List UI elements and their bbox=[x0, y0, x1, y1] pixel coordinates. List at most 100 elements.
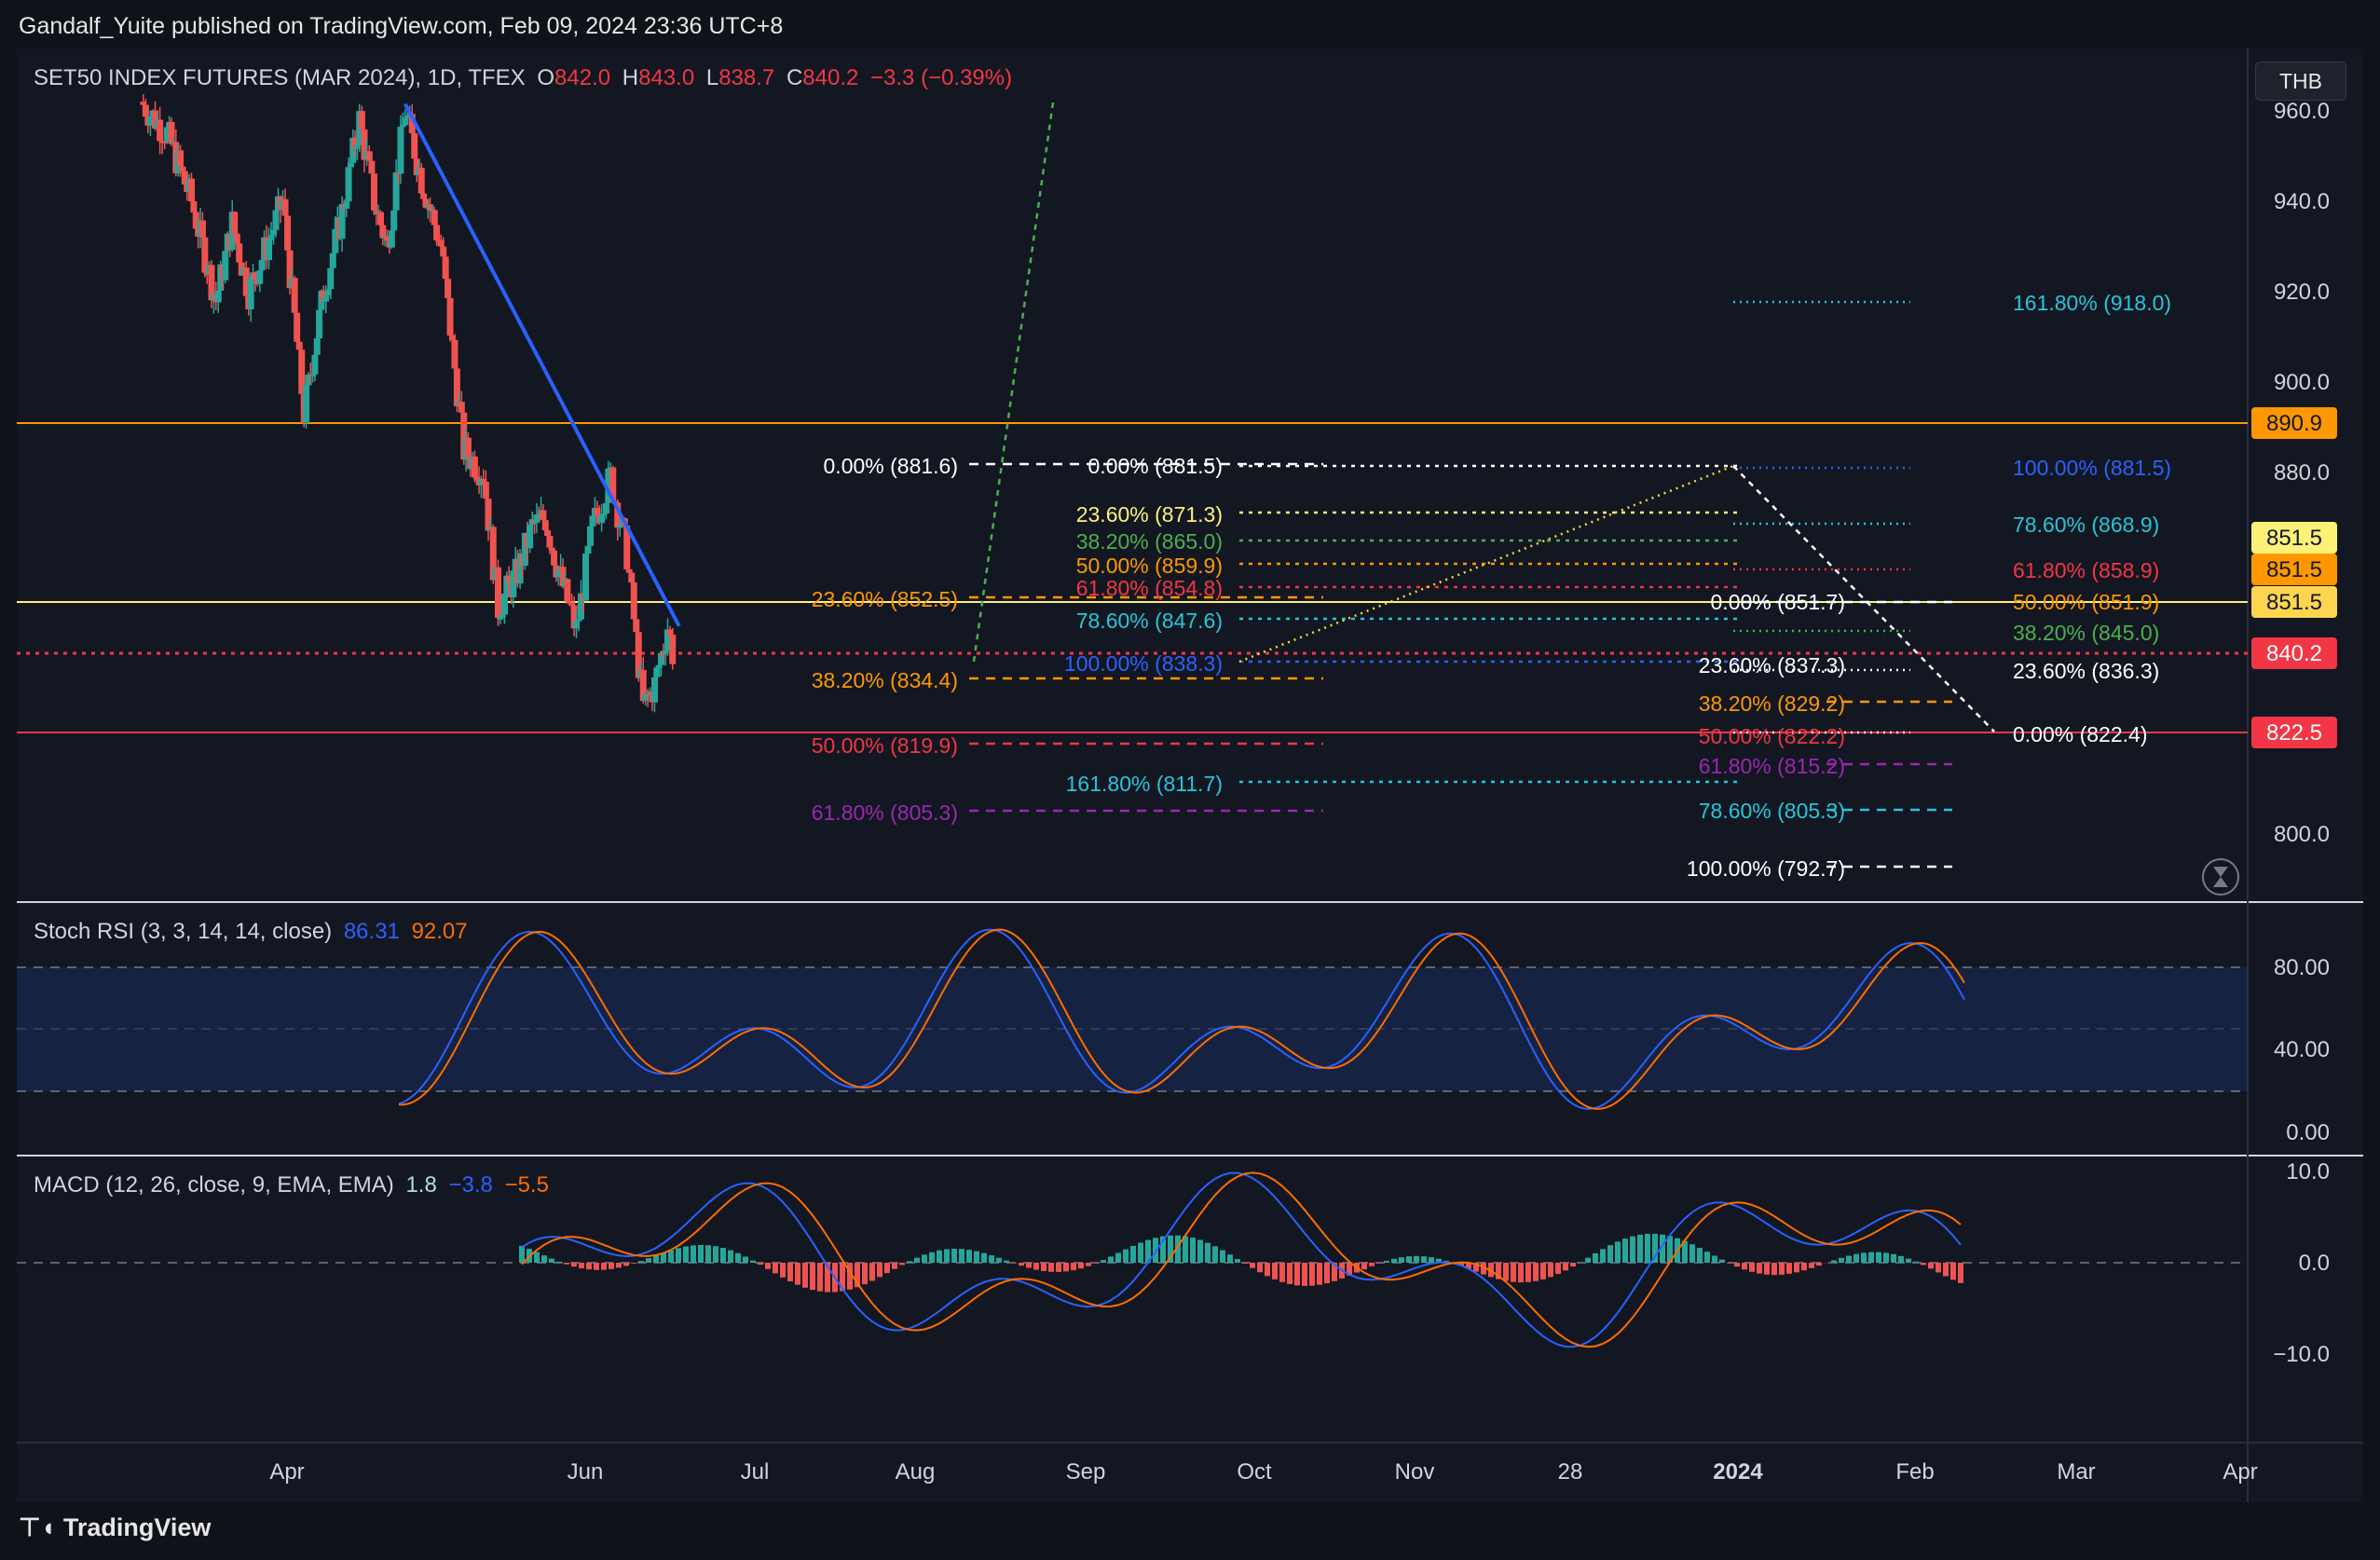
macd-bar bbox=[616, 1263, 622, 1268]
stoch-k-line bbox=[398, 928, 1965, 1110]
candle bbox=[392, 159, 400, 223]
macd-bar bbox=[668, 1250, 674, 1263]
macd-bar bbox=[1503, 1263, 1509, 1281]
candle bbox=[291, 275, 298, 316]
candle bbox=[533, 502, 540, 533]
candle bbox=[546, 532, 554, 554]
fib-label: 78.60% (847.6) bbox=[1076, 609, 1223, 633]
price-tag: 890.9 bbox=[2251, 407, 2337, 439]
macd-bar bbox=[1943, 1263, 1949, 1277]
macd-bar bbox=[1212, 1246, 1218, 1263]
macd-tick: 10.0 bbox=[2286, 1159, 2330, 1184]
fib-label: 61.80% (858.9) bbox=[2013, 558, 2159, 582]
macd-bar bbox=[825, 1263, 830, 1293]
low-value: 838.7 bbox=[718, 65, 775, 90]
fib-label: 0.00% (881.5) bbox=[1088, 454, 1223, 478]
currency-button[interactable]: THB bbox=[2255, 62, 2346, 101]
macd-bar bbox=[1913, 1261, 1919, 1263]
price-tick: 960.0 bbox=[2274, 99, 2330, 124]
candle bbox=[267, 222, 275, 253]
macd-bar bbox=[1570, 1263, 1576, 1267]
fib-lines bbox=[969, 102, 1995, 869]
macd-bar bbox=[1637, 1234, 1643, 1263]
macd-bar bbox=[1108, 1256, 1114, 1263]
macd-bar bbox=[653, 1255, 659, 1263]
macd-bar bbox=[1160, 1236, 1166, 1263]
brand-label: TradingView bbox=[62, 1513, 212, 1541]
open-value: 842.0 bbox=[554, 65, 611, 90]
candle bbox=[384, 229, 390, 242]
macd-bar bbox=[1645, 1233, 1650, 1263]
candle bbox=[256, 269, 264, 293]
macd-bar bbox=[892, 1263, 897, 1269]
macd-tick: 0.0 bbox=[2299, 1251, 2330, 1276]
time-label: Aug bbox=[896, 1459, 936, 1485]
macd-bar bbox=[1168, 1235, 1173, 1263]
macd-bar bbox=[1287, 1263, 1293, 1284]
macd-bar bbox=[1898, 1255, 1904, 1263]
candle bbox=[598, 503, 606, 532]
macd-bar bbox=[1235, 1259, 1240, 1263]
macd-bar bbox=[1026, 1263, 1032, 1268]
macd-bar bbox=[1242, 1263, 1248, 1264]
macd-bar bbox=[1689, 1244, 1695, 1263]
macd-bar bbox=[1138, 1242, 1143, 1263]
fib-label: 50.00% (851.9) bbox=[2013, 590, 2159, 614]
fib-label: 61.80% (805.3) bbox=[812, 801, 958, 825]
candle bbox=[329, 250, 336, 277]
price-tick: 940.0 bbox=[2274, 189, 2330, 214]
macd-legend: MACD (12, 26, close, 9, EMA, EMA) 1.8 −3… bbox=[34, 1172, 554, 1198]
candle bbox=[146, 112, 154, 137]
macd-bar bbox=[922, 1254, 927, 1263]
macd-bar bbox=[1272, 1263, 1278, 1279]
macd-bar bbox=[1749, 1263, 1755, 1272]
candle bbox=[313, 337, 321, 356]
macd-bar bbox=[780, 1263, 786, 1278]
macd-bar bbox=[773, 1263, 778, 1274]
hourglass-icon[interactable] bbox=[2202, 858, 2239, 896]
fib-label: 0.00% (881.6) bbox=[824, 454, 958, 478]
candle bbox=[192, 201, 199, 231]
candle bbox=[570, 596, 578, 636]
price-axis: 960.0 940.0 920.0 900.0 880.0 800.0 bbox=[2274, 99, 2330, 847]
macd-bar bbox=[1607, 1245, 1613, 1263]
macd-bar bbox=[951, 1248, 957, 1263]
macd-bar bbox=[1935, 1263, 1941, 1273]
macd-bar bbox=[1771, 1263, 1777, 1276]
macd-bar bbox=[661, 1252, 666, 1263]
stoch-k-value: 86.31 bbox=[343, 919, 400, 944]
macd-bar bbox=[929, 1252, 935, 1263]
macd-bar bbox=[743, 1256, 748, 1263]
fib-label: 61.80% (854.8) bbox=[1076, 576, 1223, 600]
macd-bar bbox=[1742, 1263, 1747, 1270]
macd-bar bbox=[1906, 1258, 1911, 1263]
macd-bar bbox=[1622, 1238, 1628, 1263]
stoch-tick: 80.00 bbox=[2274, 955, 2330, 980]
macd-bar bbox=[1265, 1263, 1270, 1277]
macd-bar bbox=[1734, 1263, 1740, 1267]
macd-bar bbox=[1414, 1255, 1419, 1263]
svg-text:851.5: 851.5 bbox=[2266, 590, 2322, 615]
macd-bar bbox=[1719, 1259, 1725, 1263]
macd-bar bbox=[1682, 1240, 1688, 1263]
macd-bar bbox=[1436, 1258, 1442, 1263]
macd-hist-value: 1.8 bbox=[405, 1172, 437, 1197]
close-label: C bbox=[786, 65, 803, 90]
macd-bar bbox=[1130, 1245, 1136, 1263]
macd-bar bbox=[1555, 1263, 1561, 1275]
macd-bar bbox=[1093, 1263, 1099, 1264]
price-tags: 890.9 851.5 851.5 851.5 840.2 822.5 bbox=[2251, 407, 2337, 748]
macd-bar bbox=[877, 1263, 882, 1278]
macd-bar bbox=[989, 1255, 994, 1263]
candle bbox=[231, 211, 239, 238]
macd-bar bbox=[899, 1263, 905, 1266]
time-axis: Apr Jun Jul Aug Sep Oct Nov 28 2024 Feb Mar Apr bbox=[269, 1459, 2257, 1485]
candle bbox=[605, 460, 612, 511]
macd-bar bbox=[1928, 1263, 1934, 1269]
tradingview-logo[interactable]: ⊤◖ TradingView bbox=[19, 1513, 211, 1542]
svg-text:851.5: 851.5 bbox=[2266, 526, 2322, 551]
stoch-axis: 80.00 40.00 0.00 bbox=[2274, 955, 2330, 1145]
macd-bar bbox=[907, 1261, 912, 1263]
macd-bar bbox=[1294, 1263, 1300, 1286]
